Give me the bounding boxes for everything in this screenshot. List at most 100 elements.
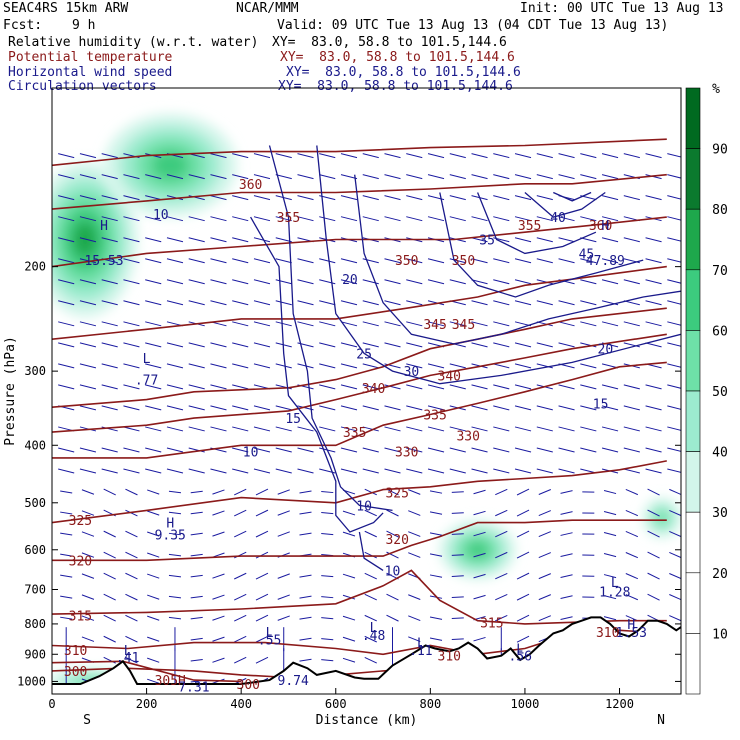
vector-arrow <box>210 174 227 180</box>
vector-arrow <box>145 300 162 306</box>
vector-arrow <box>516 488 530 496</box>
vector-arrow <box>210 384 227 390</box>
vector-arrow <box>601 174 619 180</box>
vector-arrow <box>123 237 140 243</box>
vector-arrow <box>190 553 203 557</box>
vector-arrow <box>188 279 205 285</box>
vector-arrow <box>406 468 423 474</box>
colorbar-level-label: 40 <box>712 446 728 461</box>
vector-arrow <box>101 342 118 348</box>
vector-arrow <box>190 532 203 536</box>
vector-arrow <box>493 300 510 306</box>
vector-arrow <box>232 384 249 390</box>
vector-arrow <box>580 279 597 285</box>
field-name-wind: Horizontal wind speed <box>8 65 173 80</box>
vector-arrow <box>623 405 640 411</box>
y-tick-label: 700 <box>24 583 46 597</box>
vector-arrow <box>493 405 510 411</box>
vector-arrow <box>79 237 97 243</box>
vector-arrow <box>362 216 379 222</box>
vector-arrow <box>647 488 660 496</box>
vector-arrow <box>253 195 271 201</box>
vector-arrow <box>601 237 619 243</box>
vector-arrow <box>145 468 162 474</box>
vector-arrow <box>451 533 464 535</box>
vector-arrow <box>255 656 269 664</box>
vector-arrow <box>451 596 464 598</box>
vector-arrow <box>603 553 617 558</box>
colorbar-swatch <box>685 208 701 271</box>
vector-arrow <box>123 363 140 369</box>
vector-arrow <box>277 531 290 537</box>
vector-arrow <box>188 426 205 432</box>
vector-arrow <box>79 174 97 180</box>
vector-arrow <box>647 551 660 559</box>
vector-arrow <box>514 153 532 159</box>
vector-arrow <box>536 300 553 306</box>
vector-arrow <box>406 426 423 432</box>
extremum-label: .56 <box>508 650 531 665</box>
vector-arrow <box>408 636 421 643</box>
vector-arrow <box>210 279 227 285</box>
theta-label: 320 <box>69 554 92 569</box>
vector-arrow <box>188 216 205 222</box>
vector-arrow <box>538 531 551 538</box>
vector-arrow <box>340 258 358 264</box>
vector-arrow <box>536 468 553 474</box>
vector-arrow <box>275 363 292 369</box>
vector-arrow <box>297 468 314 474</box>
vector-arrow <box>81 636 95 642</box>
vector-arrow <box>408 510 421 516</box>
extremum-label: L <box>370 621 378 636</box>
vector-arrow <box>166 216 184 222</box>
theta-label: 300 <box>237 678 260 693</box>
vector-arrow <box>188 468 205 474</box>
vector-arrow <box>362 342 379 348</box>
vector-arrow <box>645 384 662 390</box>
vector-arrow <box>101 363 118 369</box>
vector-arrow <box>560 532 573 536</box>
vector-arrow <box>580 174 597 180</box>
vector-arrow <box>210 426 227 432</box>
vector-arrow <box>297 195 314 201</box>
vector-arrow <box>342 531 356 537</box>
vector-arrow <box>471 384 488 390</box>
vector-arrow <box>538 573 551 580</box>
theta-label: 320 <box>385 533 408 548</box>
vector-arrow <box>60 553 73 557</box>
vector-arrow <box>384 279 401 285</box>
vector-arrow <box>101 237 118 243</box>
vector-arrow <box>495 551 508 559</box>
vector-arrow <box>147 531 160 537</box>
wind-contour-15 <box>268 145 393 512</box>
vector-arrow <box>297 174 314 180</box>
vector-arrow <box>406 384 423 390</box>
vector-arrow <box>299 532 312 536</box>
vector-arrow <box>232 426 249 432</box>
vector-arrow <box>623 468 640 474</box>
vector-arrow <box>340 216 358 222</box>
colorbar-level-label: 50 <box>712 385 728 400</box>
vector-arrow <box>210 216 227 222</box>
vector-arrow <box>101 279 118 285</box>
vector-arrow <box>623 279 640 285</box>
vector-arrow <box>451 617 464 619</box>
vector-arrow <box>232 321 249 327</box>
vector-arrow <box>321 575 334 578</box>
vector-arrow <box>253 342 271 348</box>
vector-arrow <box>81 573 95 579</box>
vector-arrow <box>538 489 551 495</box>
vector-arrow <box>275 174 292 180</box>
vector-arrow <box>364 530 377 538</box>
vector-arrow <box>386 614 399 622</box>
vector-arrow <box>516 593 530 601</box>
vector-arrow <box>560 511 573 515</box>
vector-arrow <box>536 237 553 243</box>
vector-arrow <box>645 300 662 306</box>
vector-arrow <box>277 489 290 495</box>
vector-arrow <box>145 258 162 264</box>
wind-label: 15 <box>593 397 609 412</box>
vector-arrow <box>386 509 399 517</box>
theta-label: 305H <box>155 674 186 689</box>
vector-arrow <box>212 531 225 537</box>
